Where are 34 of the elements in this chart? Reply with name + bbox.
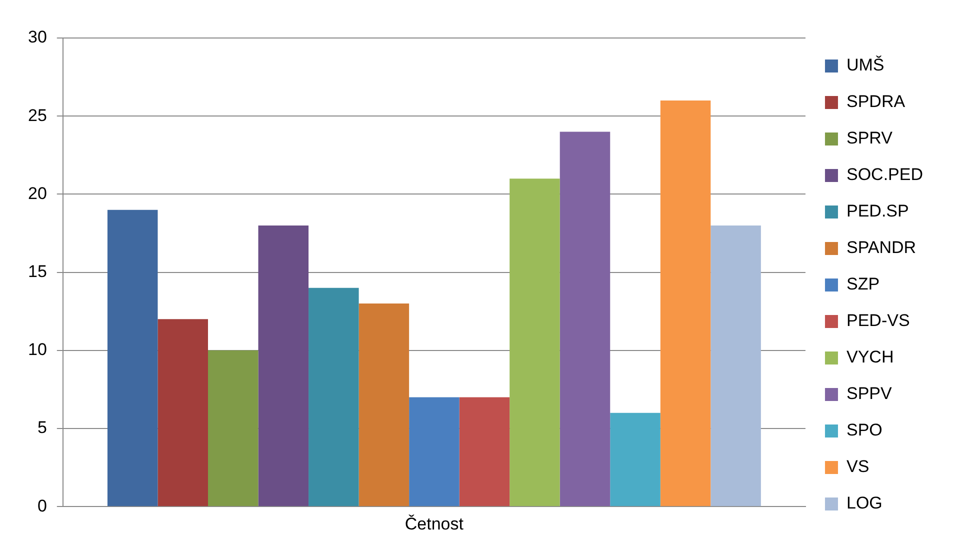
bar <box>560 132 610 506</box>
y-tick-label: 15 <box>28 262 47 281</box>
bar <box>208 350 258 506</box>
legend-label: SPPV <box>846 384 892 404</box>
y-tick-label: 5 <box>37 418 47 438</box>
bar <box>358 304 410 506</box>
y-tick-label: 20 <box>28 184 47 203</box>
legend-label: VYCH <box>846 348 894 367</box>
x-tick-label: Četnost <box>404 514 464 534</box>
bar <box>409 397 460 506</box>
bar <box>610 412 660 506</box>
bar <box>308 288 359 506</box>
legend-label: VS <box>846 457 870 476</box>
legend-label: SZP <box>846 274 880 294</box>
legend-label: UMŠ <box>846 56 884 75</box>
y-tick-label: 0 <box>37 496 47 516</box>
legend-label: LOG <box>846 494 882 513</box>
legend-label: SOC.PED <box>846 165 924 184</box>
y-tick-label: 25 <box>28 106 47 125</box>
legend-label: SPANDR <box>846 238 916 258</box>
legend-label: SPDRA <box>846 92 906 112</box>
bar <box>660 100 711 506</box>
bar <box>459 397 510 506</box>
y-tick-label: 30 <box>28 28 47 47</box>
bar <box>107 210 158 506</box>
legend-label: PED-VS <box>846 311 910 330</box>
bar <box>258 225 309 506</box>
bar <box>710 225 761 506</box>
y-tick-label: 10 <box>28 340 47 360</box>
legend-label: SPRV <box>846 128 894 148</box>
legend-label: SPO <box>846 420 882 440</box>
legend-label: PED.SP <box>846 202 909 221</box>
bar <box>510 178 560 506</box>
bar <box>158 319 208 506</box>
